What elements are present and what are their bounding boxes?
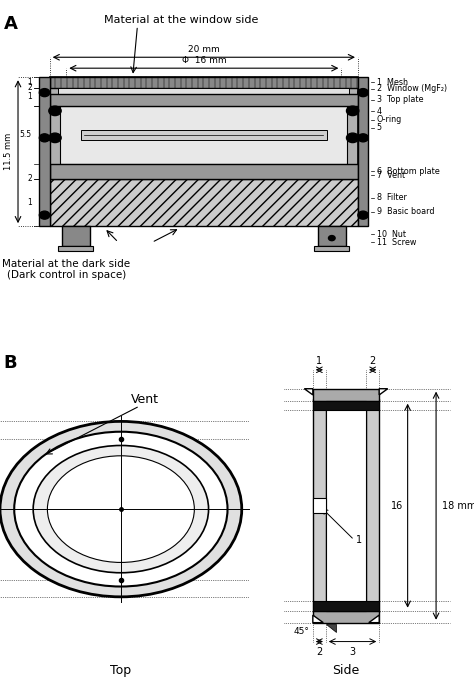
Text: B: B: [4, 354, 18, 372]
Bar: [58, 87, 349, 94]
Text: 1: 1: [27, 92, 32, 101]
Text: 10  Nut: 10 Nut: [377, 230, 406, 239]
Circle shape: [33, 446, 209, 572]
Circle shape: [39, 134, 50, 142]
Text: Vent: Vent: [130, 393, 159, 406]
Text: 11  Screw: 11 Screw: [377, 237, 416, 246]
Text: O-ring: O-ring: [377, 115, 402, 124]
Text: 1: 1: [27, 198, 32, 207]
Polygon shape: [326, 625, 336, 632]
Bar: [81, 130, 327, 140]
Text: 1: 1: [316, 356, 322, 366]
Bar: [313, 399, 326, 612]
Text: 5.5: 5.5: [19, 131, 32, 140]
Circle shape: [358, 134, 368, 142]
Polygon shape: [313, 615, 323, 623]
Circle shape: [346, 133, 359, 142]
Bar: [58, 246, 93, 250]
Text: 1: 1: [356, 535, 362, 545]
Text: 2: 2: [316, 647, 322, 657]
Bar: [39, 77, 50, 226]
Text: 2: 2: [27, 83, 32, 92]
Bar: [313, 601, 379, 611]
Text: 11.5 mm: 11.5 mm: [4, 133, 13, 171]
Text: 2  Window (MgF₂): 2 Window (MgF₂): [377, 85, 447, 94]
Bar: [326, 400, 366, 611]
Text: 3: 3: [349, 647, 356, 657]
Circle shape: [47, 456, 194, 563]
Text: 8  Filter: 8 Filter: [377, 193, 407, 202]
Text: 6  Bottom plate: 6 Bottom plate: [377, 167, 439, 176]
Bar: [318, 226, 346, 246]
Text: 1: 1: [27, 78, 32, 87]
Bar: [50, 94, 358, 106]
Text: 18 mm: 18 mm: [442, 501, 474, 510]
Bar: [60, 106, 347, 164]
Circle shape: [328, 235, 335, 241]
Text: 4: 4: [377, 107, 382, 116]
Polygon shape: [379, 389, 388, 395]
Circle shape: [49, 133, 61, 142]
Text: Top: Top: [110, 665, 131, 677]
Text: 2: 2: [27, 174, 32, 183]
Bar: [313, 611, 379, 623]
Bar: [50, 77, 358, 87]
Text: A: A: [4, 14, 18, 32]
Text: Side: Side: [332, 665, 360, 677]
Text: 9  Basic board: 9 Basic board: [377, 207, 434, 216]
Text: 3  Top plate: 3 Top plate: [377, 96, 423, 105]
Text: Material at the window side: Material at the window side: [104, 14, 259, 25]
Text: 45°: 45°: [293, 627, 309, 636]
Bar: [314, 246, 349, 250]
Bar: [50, 179, 358, 226]
Circle shape: [39, 211, 50, 219]
Bar: [313, 400, 379, 410]
Polygon shape: [304, 389, 313, 395]
Circle shape: [39, 89, 50, 96]
Text: 2: 2: [370, 356, 376, 366]
Bar: [50, 164, 358, 179]
Text: Φ  16 mm: Φ 16 mm: [182, 56, 226, 65]
Circle shape: [358, 211, 368, 219]
Text: 16: 16: [391, 501, 403, 510]
Text: 1  Mesh: 1 Mesh: [377, 78, 408, 87]
Circle shape: [358, 89, 368, 96]
Bar: [358, 77, 368, 226]
Bar: [313, 498, 326, 513]
Bar: [313, 389, 379, 400]
Polygon shape: [369, 615, 379, 623]
Bar: [366, 399, 379, 612]
Circle shape: [14, 432, 228, 586]
Text: 5: 5: [377, 123, 382, 132]
Text: 7  Vent: 7 Vent: [377, 171, 405, 180]
Text: 20 mm: 20 mm: [188, 45, 219, 54]
Circle shape: [346, 106, 359, 116]
Circle shape: [49, 106, 61, 116]
Circle shape: [0, 421, 242, 596]
Bar: [50, 77, 358, 226]
Text: Material at the dark side
(Dark control in space): Material at the dark side (Dark control …: [2, 259, 130, 281]
Bar: [62, 226, 90, 246]
